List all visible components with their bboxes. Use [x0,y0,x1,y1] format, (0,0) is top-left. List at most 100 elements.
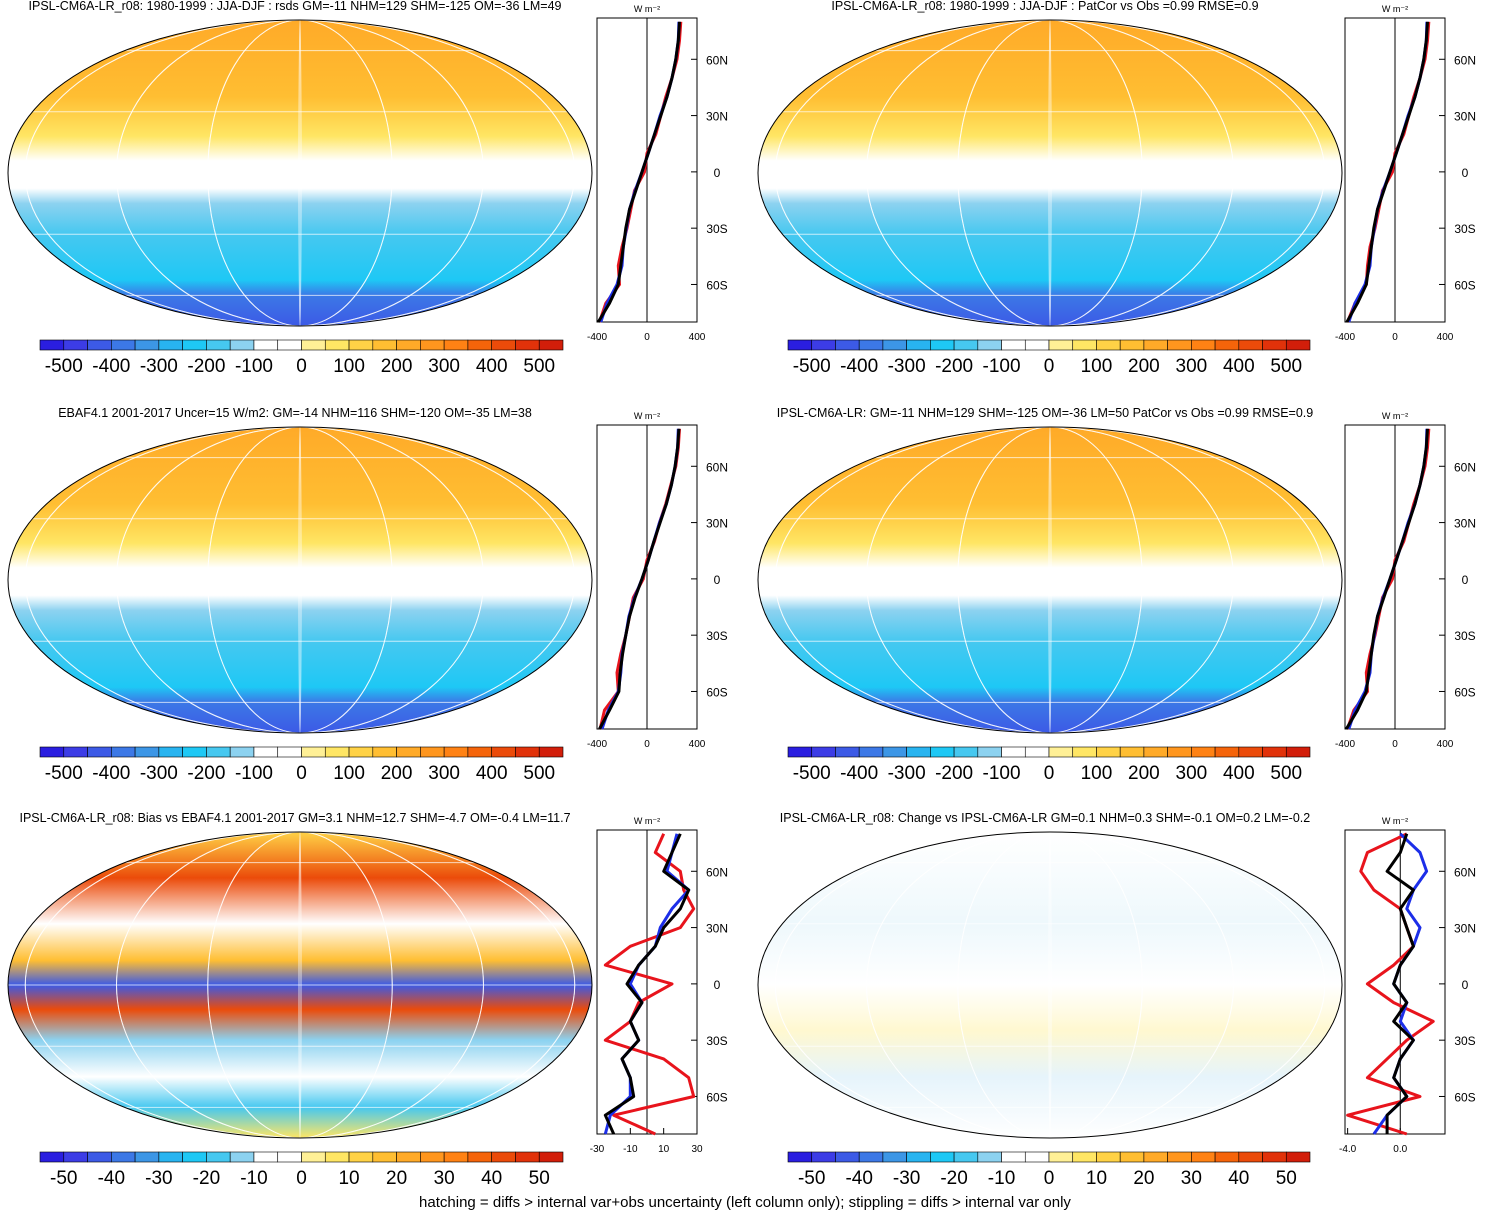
x-tick-label: -400 [1335,332,1355,343]
colorbar-box [977,1151,1002,1163]
colorbar-box [491,339,516,351]
colorbar-label: 40 [481,1168,502,1189]
y-tick-label: 60S [1454,278,1475,292]
colorbar-box [301,1151,326,1163]
colorbar-box [443,339,469,351]
colorbar-box [467,339,492,351]
colorbar-label: -200 [935,763,973,784]
colorbar-label: 200 [1128,356,1160,377]
colorbar-box [977,339,1002,351]
colorbar-box [443,1151,469,1163]
y-tick-label: 30S [1454,629,1475,643]
colorbar-box [1001,339,1026,351]
colorbar-box [324,339,350,351]
x-tick-label: -10 [623,1144,638,1155]
colorbar-box [277,746,302,758]
colorbar-box [1119,746,1145,758]
colorbar-label: 300 [1176,356,1208,377]
colorbar-box [1072,1151,1097,1163]
colorbar-box [1285,339,1311,351]
colorbar-box [538,339,564,351]
colorbar-label: -50 [798,1168,825,1189]
y-tick-label: 0 [714,166,721,180]
colorbar-box [835,1151,860,1163]
colorbar-box [858,339,884,351]
colorbar-box [206,746,231,758]
colorbar-label: 0 [296,356,307,377]
colorbar-label: -100 [235,356,273,377]
colorbar-box [158,746,183,758]
colorbar-box [1024,746,1050,758]
panel-title: IPSL-CM6A-LR_r08: 1980-1999 : JJA-DJF : … [29,0,562,13]
colorbar-label: 500 [523,356,555,377]
units-label: W m⁻² [634,411,660,421]
units-label: W m⁻² [634,816,660,826]
colorbar-box [953,339,979,351]
colorbar-box [1024,1151,1050,1163]
colorbar-box [1238,746,1263,758]
x-tick-label: -30 [590,1144,605,1155]
colorbar-label: 50 [1276,1168,1297,1189]
y-tick-label: 30N [1454,110,1476,124]
x-tick-label: 0 [1392,332,1398,343]
colorbar-label: 50 [529,1168,550,1189]
colorbar-box [906,746,931,758]
x-tick-label: 400 [689,332,706,343]
colorbar-label: 200 [381,356,413,377]
colorbar-box [1143,1151,1168,1163]
colorbar-box [1096,1151,1121,1163]
colorbar-box [858,1151,884,1163]
profile-line [598,428,681,730]
colorbar-box [63,339,88,351]
panel-title: IPSL-CM6A-LR: GM=-11 NHM=129 SHM=-125 OM… [777,406,1313,420]
colorbar-box [491,1151,516,1163]
colorbar-box [835,746,860,758]
colorbar-label: 400 [1223,356,1255,377]
units-label: W m⁻² [634,4,660,14]
colorbar-box [87,746,112,758]
colorbar-box [467,746,492,758]
profile-line [599,21,681,323]
colorbar-box [206,339,231,351]
colorbar-label: 400 [476,763,508,784]
colorbar-box [420,339,445,351]
colorbar-label: -500 [45,763,83,784]
colorbar-box [1167,339,1192,351]
y-tick-label: 30S [706,629,727,643]
colorbar-box [229,1151,255,1163]
colorbar-label: 0 [1044,1168,1055,1189]
colorbar-box [111,1151,136,1163]
colorbar-box [515,339,540,351]
colorbar-box [930,1151,955,1163]
colorbar-box [182,746,207,758]
colorbar-label: -30 [893,1168,920,1189]
colorbar-box [253,1151,279,1163]
colorbar-box [1214,746,1240,758]
colorbar-box [39,746,65,758]
profile-frame [1344,829,1446,1135]
colorbar-label: 10 [1086,1168,1107,1189]
y-tick-label: 0 [1462,573,1469,587]
colorbar-box [858,746,884,758]
colorbar-box [87,339,112,351]
y-tick-label: 60N [706,53,728,67]
colorbar-label: -400 [92,356,130,377]
colorbar-label: 0 [1044,356,1055,377]
map-border [757,19,1343,327]
map-border [757,426,1343,734]
panel-title: IPSL-CM6A-LR_r08: 1980-1999 : JJA-DJF : … [831,0,1258,13]
profile-line [597,21,681,323]
colorbar-box [420,1151,445,1163]
y-tick-label: 0 [714,978,721,992]
colorbar-box [1048,339,1074,351]
y-tick-label: 60S [706,1090,727,1104]
colorbar-box [1238,339,1263,351]
colorbar-box [977,746,1002,758]
y-tick-label: 30N [1454,517,1476,531]
map-border [757,831,1343,1139]
colorbar-box [324,746,350,758]
x-tick-label: -4.0 [1339,1144,1357,1155]
x-tick-label: -400 [1335,739,1355,750]
colorbar-box [39,339,65,351]
profile-line [603,833,696,1136]
